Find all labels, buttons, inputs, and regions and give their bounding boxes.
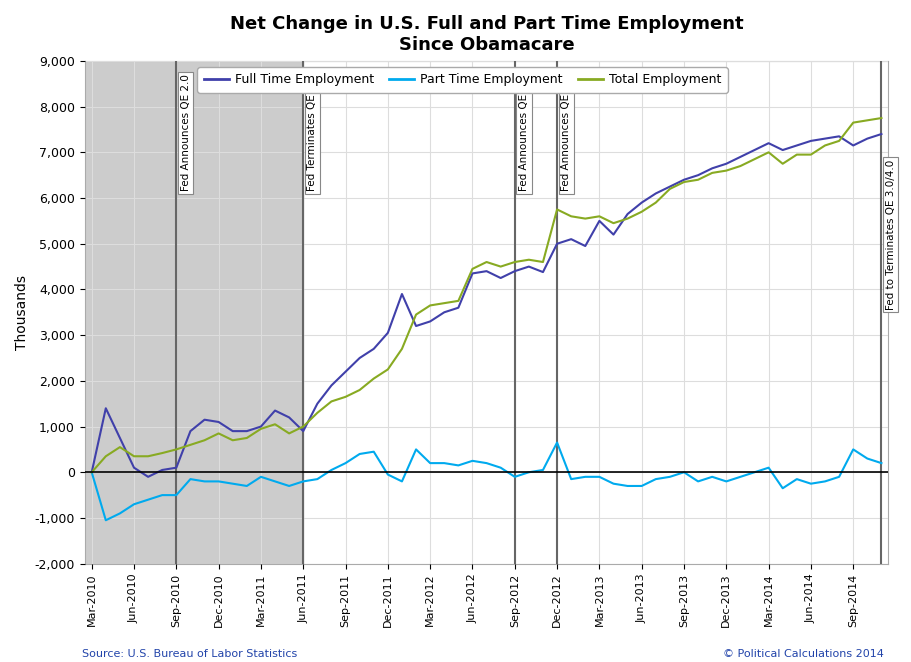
Text: Source: U.S. Bureau of Labor Statistics: Source: U.S. Bureau of Labor Statistics — [82, 649, 297, 659]
Text: Fed to Terminates QE 3.0/4.0: Fed to Terminates QE 3.0/4.0 — [885, 160, 896, 310]
Text: Fed Announces QE 4.0: Fed Announces QE 4.0 — [561, 75, 571, 191]
Text: Fed Announces QE 3.0: Fed Announces QE 3.0 — [519, 75, 529, 191]
Legend: Full Time Employment, Part Time Employment, Total Employment: Full Time Employment, Part Time Employme… — [198, 67, 728, 93]
Y-axis label: Thousands: Thousands — [15, 275, 29, 350]
Title: Net Change in U.S. Full and Part Time Employment
Since Obamacare: Net Change in U.S. Full and Part Time Em… — [230, 15, 743, 54]
Text: © Political Calculations 2014: © Political Calculations 2014 — [722, 649, 884, 659]
Bar — [85, 61, 303, 563]
Text: Fed Announces QE 2.0: Fed Announces QE 2.0 — [180, 75, 190, 191]
Text: Fed Terminates QE 2.0: Fed Terminates QE 2.0 — [308, 75, 317, 191]
